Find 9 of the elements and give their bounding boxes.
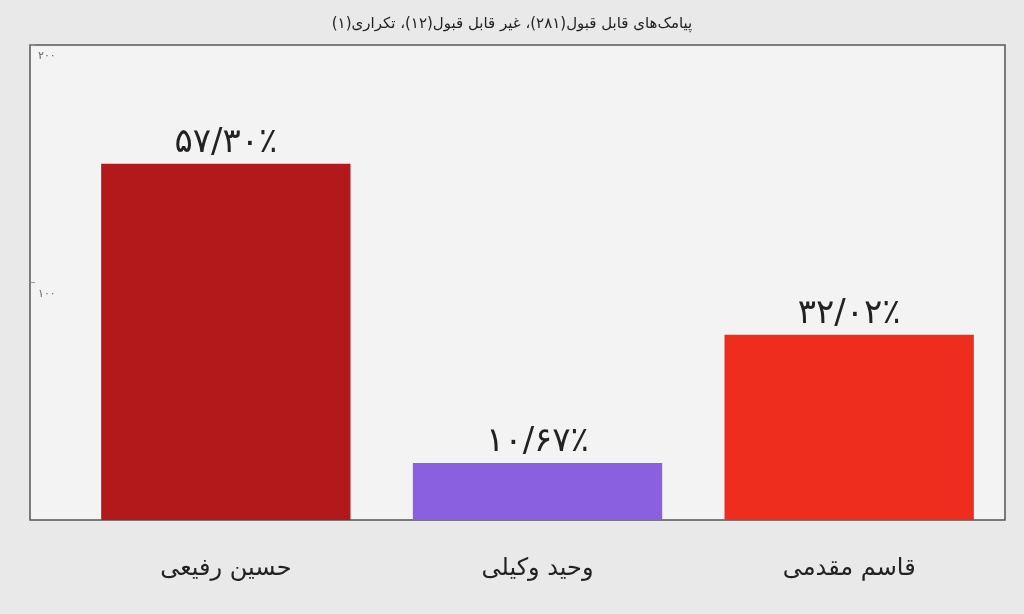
data-label: ۱۰/۶۷٪ [486, 419, 589, 459]
data-label: ۳۲/۰۲٪ [797, 290, 901, 331]
x-tick-label: وحید وکیلی [481, 553, 594, 581]
x-tick-label: قاسم مقدمی [782, 553, 916, 581]
chart-title: پیامک‌های قابل قبول(۲۸۱)، غیر قابل قبول(۱۲)، تکراری(۱) [331, 14, 693, 33]
y-tick-label: ۲۰۰ [38, 49, 56, 62]
y-tick-label: ۱۰۰ [38, 286, 56, 300]
data-label: ۵۷/۳۰٪ [174, 119, 278, 160]
x-tick-label: حسین رفیعی [160, 553, 292, 581]
